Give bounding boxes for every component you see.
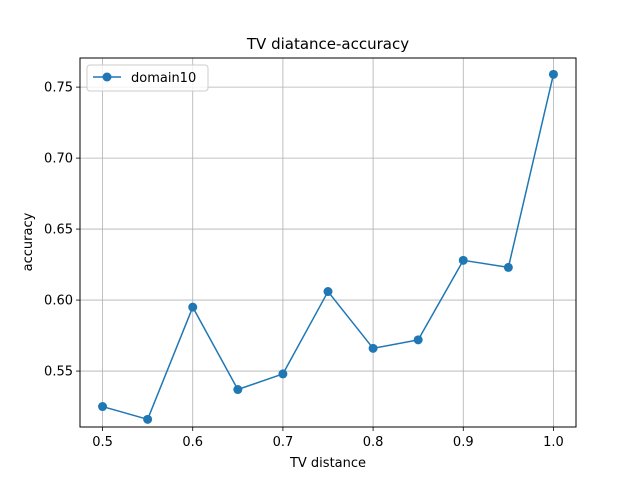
data-point <box>323 287 333 297</box>
series-layer <box>98 69 558 424</box>
y-tick-label: 0.55 <box>44 365 73 380</box>
data-point <box>503 262 513 272</box>
x-tick-label: 0.9 <box>453 435 474 450</box>
data-point <box>458 255 468 265</box>
x-tick-label: 0.7 <box>273 435 294 450</box>
grid-layer <box>80 58 576 427</box>
x-tick-label: 1.0 <box>543 435 564 450</box>
plot-area-frame <box>79 57 577 428</box>
legend: domain10 <box>86 64 209 92</box>
x-tick-label: 0.6 <box>182 435 203 450</box>
data-point <box>98 402 108 412</box>
legend-label-domain10: domain10 <box>131 71 196 86</box>
chart-title: TV diatance-accuracy <box>246 35 409 53</box>
legend-frame <box>86 64 209 92</box>
y-axis-label: accuracy <box>21 212 36 271</box>
x-tick-label: 0.5 <box>92 435 113 450</box>
axes-layer <box>79 57 577 428</box>
data-point <box>413 335 423 345</box>
data-point <box>188 302 198 312</box>
x-tick-label: 0.8 <box>363 435 384 450</box>
legend-marker-swatch <box>102 72 112 82</box>
data-point <box>548 69 558 79</box>
data-point <box>143 414 153 424</box>
data-point <box>368 343 378 353</box>
y-tick-label: 0.70 <box>44 152 73 167</box>
data-point <box>278 369 288 379</box>
x-axis-label: TV distance <box>289 456 366 471</box>
y-tick-label: 0.65 <box>44 223 73 238</box>
y-tick-label: 0.60 <box>44 294 73 309</box>
y-axis-ticks: 0.55 0.60 0.65 0.70 0.75 <box>44 81 80 380</box>
data-point <box>233 385 243 395</box>
x-axis-ticks: 0.5 0.6 0.7 0.8 0.9 1.0 <box>92 427 564 450</box>
y-tick-label: 0.75 <box>44 81 73 96</box>
